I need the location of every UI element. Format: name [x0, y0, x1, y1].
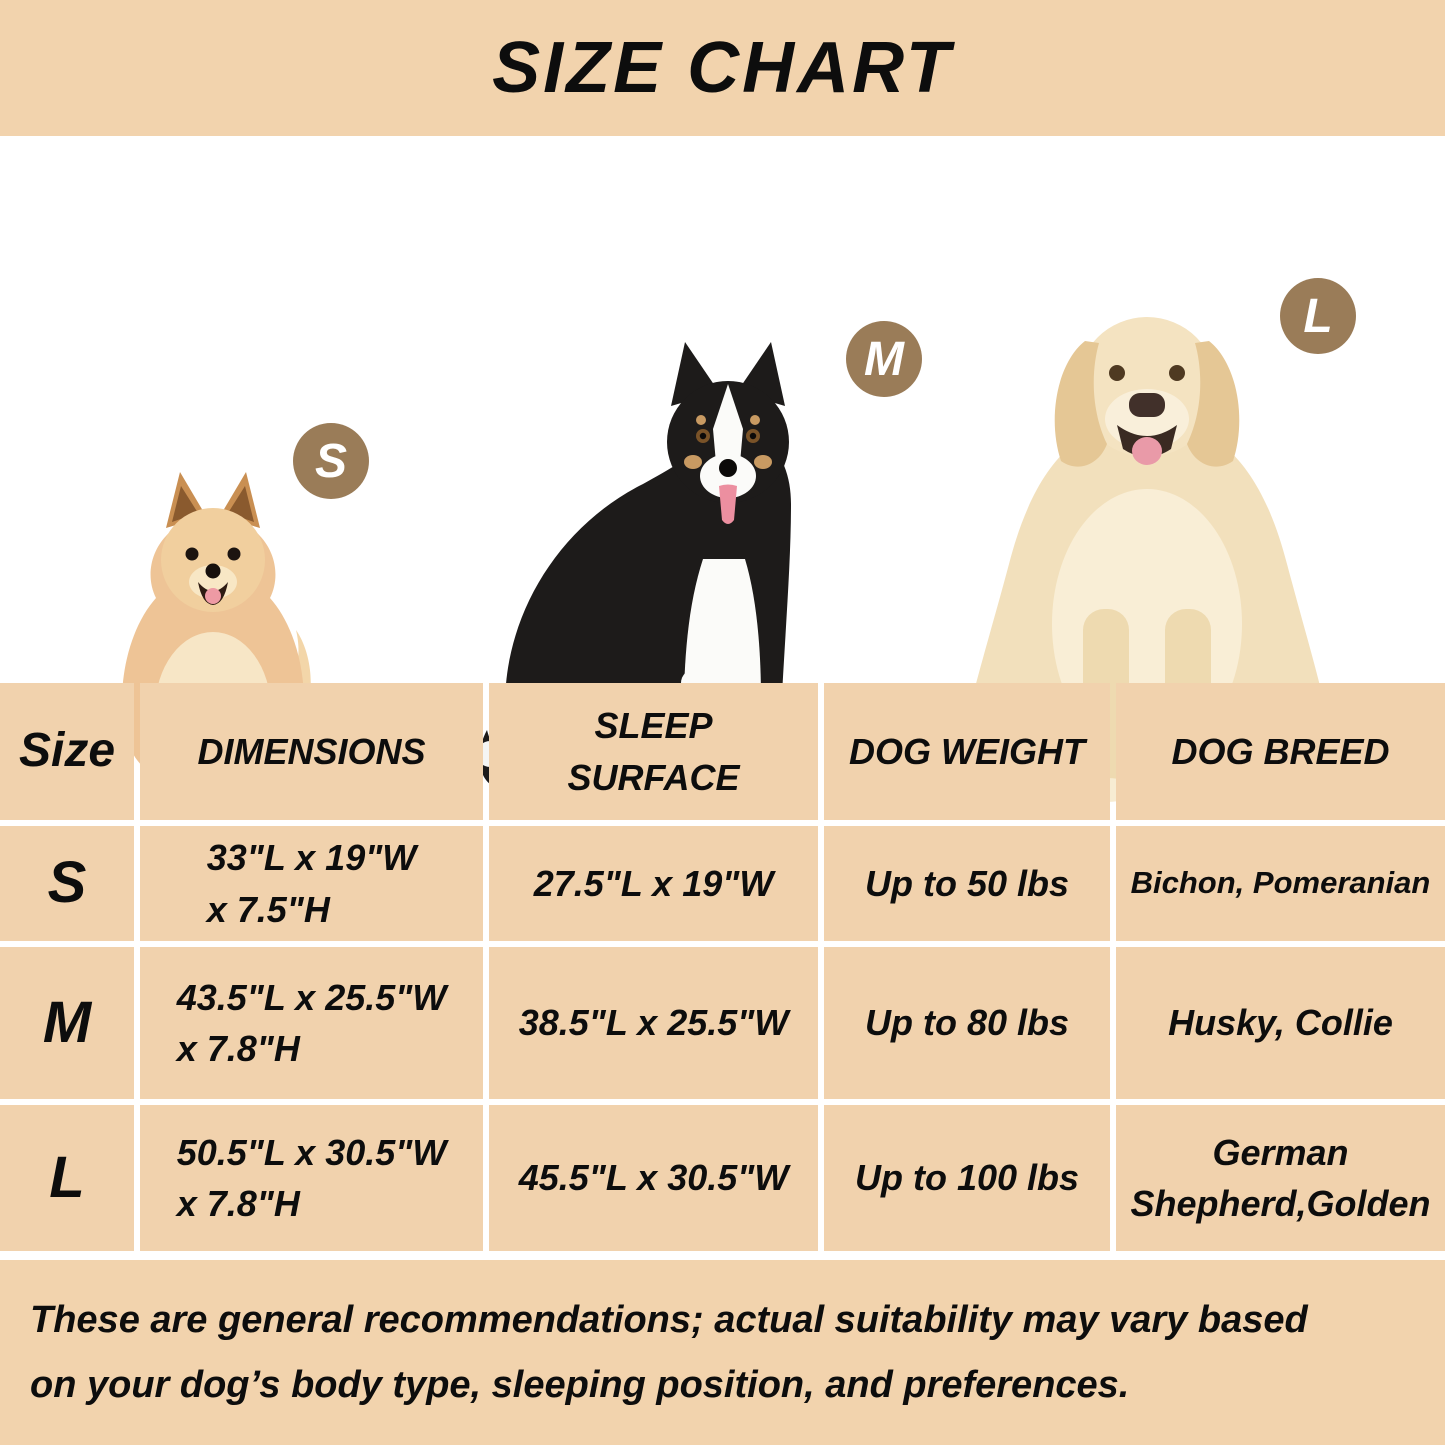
- row-m-dog-weight: Up to 80 lbs: [824, 947, 1110, 1099]
- row-m-sleep-surface: 38.5"L x 25.5"W: [489, 947, 818, 1099]
- page-title: SIZE CHART: [492, 28, 953, 108]
- row-l-dog-weight: Up to 100 lbs: [824, 1105, 1110, 1251]
- row-l-sleep-surface: 45.5"L x 30.5"W: [489, 1105, 818, 1251]
- header-sleep-surface: SLEEP SURFACE: [489, 683, 818, 820]
- row-m-size: M: [0, 947, 134, 1099]
- header-sleep-surface-label: SLEEP SURFACE: [567, 705, 740, 798]
- disclaimer-line1: These are general recommendations; actua…: [30, 1298, 1308, 1341]
- row-s-dog-weight: Up to 50 lbs: [824, 826, 1110, 941]
- size-badge-l: L: [1280, 278, 1356, 354]
- row-m-dimensions: 43.5"L x 25.5"W x 7.8"H: [140, 947, 483, 1099]
- header-dimensions: DIMENSIONS: [140, 683, 483, 820]
- row-m-dimensions-line1: 43.5"L x 25.5"W: [176, 976, 447, 1018]
- row-m-dog-breed: Husky, Collie: [1116, 947, 1445, 1099]
- size-badge-s: S: [293, 423, 369, 499]
- row-s-dimensions-line2: x 7.5"H: [206, 888, 330, 930]
- size-badge-m: M: [846, 321, 922, 397]
- row-l-size: L: [0, 1105, 134, 1251]
- row-s-size: S: [0, 826, 134, 941]
- header-size: Size: [0, 683, 134, 820]
- row-s-dimensions-line1: 33"L x 19"W: [206, 837, 417, 879]
- header-dog-weight: DOG WEIGHT: [824, 683, 1110, 820]
- title-band: SIZE CHART: [0, 0, 1445, 136]
- row-l-dog-breed: German Shepherd,Golden: [1116, 1105, 1445, 1251]
- disclaimer-band: These are general recommendations; actua…: [0, 1260, 1445, 1445]
- row-s-dog-breed: Bichon, Pomeranian: [1116, 826, 1445, 941]
- row-s-sleep-surface: 27.5"L x 19"W: [489, 826, 818, 941]
- row-l-dimensions-line2: x 7.8"H: [176, 1183, 300, 1224]
- size-table: Size DIMENSIONS SLEEP SURFACE DOG WEIGHT…: [0, 683, 1445, 1251]
- row-l-dog-breed-line2: Shepherd,Golden: [1130, 1183, 1431, 1224]
- row-l-dog-breed-line1: German: [1212, 1131, 1349, 1173]
- row-m-dimensions-line2: x 7.8"H: [176, 1028, 300, 1069]
- dogs-section: S M L: [0, 136, 1445, 804]
- row-l-dimensions-line1: 50.5"L x 30.5"W: [176, 1131, 447, 1173]
- disclaimer-line2: on your dog’s body type, sleeping positi…: [30, 1363, 1130, 1406]
- row-s-dimensions: 33"L x 19"W x 7.5"H: [140, 826, 483, 941]
- row-l-dimensions: 50.5"L x 30.5"W x 7.8"H: [140, 1105, 483, 1251]
- header-dog-breed: DOG BREED: [1116, 683, 1445, 820]
